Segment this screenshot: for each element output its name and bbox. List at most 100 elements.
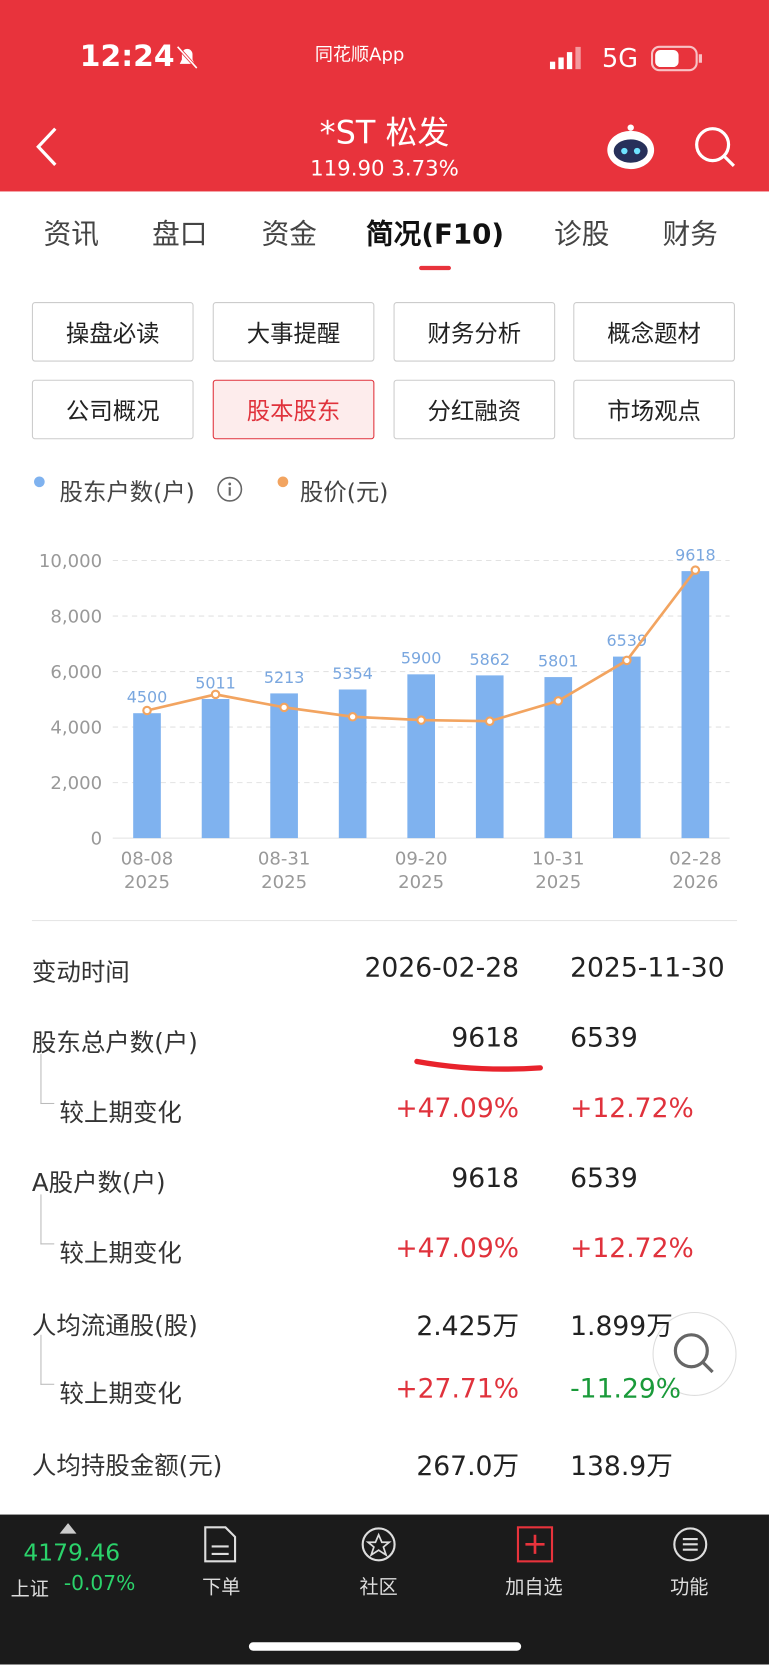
price-point <box>622 655 632 666</box>
cell-box: 6539 <box>532 1163 737 1194</box>
price-point <box>690 565 701 575</box>
y-tick-label: 6,000 <box>50 662 102 683</box>
tree-line <box>40 1054 55 1105</box>
price-point <box>210 689 221 700</box>
tree-line <box>40 1194 55 1245</box>
cell-value: -11.29% <box>570 1373 682 1404</box>
cell-value: 2025-11-30 <box>570 951 725 983</box>
order-icon[interactable] <box>202 1525 238 1563</box>
battery-icon <box>650 45 702 72</box>
time: 12:24 <box>79 38 175 74</box>
row-label: 较上期变化 <box>59 1240 182 1268</box>
x-tick-label: 09-20 2025 <box>394 848 448 894</box>
network: 5G <box>601 43 639 74</box>
nav-item[interactable]: 下单 <box>202 1576 241 1599</box>
cell-box: 138.9万 <box>532 1445 737 1483</box>
cell-value: 9618 <box>451 1162 520 1194</box>
index-change: -0.07% <box>63 1572 136 1596</box>
data-label: 5213 <box>264 668 305 687</box>
data-label: 5900 <box>401 649 442 668</box>
cell-value: 6539 <box>570 1162 638 1194</box>
row-label: 较上期变化 <box>59 1099 182 1128</box>
y-tick-label: 10,000 <box>39 551 102 572</box>
filter-button[interactable]: 公司概况 <box>31 379 194 440</box>
filter-button[interactable]: 财务分析 <box>393 302 556 362</box>
filter-button[interactable]: 概念题材 <box>573 302 735 362</box>
filter-button[interactable]: 分红融资 <box>393 379 556 440</box>
app-name: 同花顺App <box>314 44 405 66</box>
bar <box>338 689 367 839</box>
float-search[interactable] <box>651 1310 738 1397</box>
tab[interactable]: 诊股 <box>554 219 610 252</box>
menu-icon[interactable] <box>671 1525 709 1563</box>
row-label: 变动时间 <box>31 959 130 988</box>
price-point <box>553 696 564 706</box>
cell-value: +47.09% <box>395 1232 520 1264</box>
cell-box: -11.29% <box>532 1373 737 1404</box>
divider <box>31 920 738 922</box>
x-tick-label: 08-31 2025 <box>257 848 311 894</box>
nav-item[interactable]: 加自选 <box>505 1576 563 1599</box>
stock-quote: 119.90 3.73% <box>0 155 769 181</box>
bar <box>407 674 436 839</box>
home-indicator <box>248 1642 522 1651</box>
x-tick-label: 02-28 2026 <box>669 848 722 894</box>
filter-button[interactable]: 操盘必读 <box>31 302 194 362</box>
add-watch-icon[interactable] <box>516 1525 554 1563</box>
price-point <box>142 705 152 716</box>
cell-box: 2025-11-30 <box>532 952 737 983</box>
cell-box: 9618 <box>277 1022 520 1053</box>
info-icon[interactable] <box>216 475 244 503</box>
bar <box>133 713 161 839</box>
row-label: A股户数(户) <box>31 1169 166 1198</box>
tree-line <box>40 1334 55 1385</box>
price-point <box>416 715 426 725</box>
tab[interactable]: 简况(F10) <box>366 219 504 252</box>
cell-box: +27.71% <box>277 1373 519 1404</box>
bar <box>612 656 641 839</box>
cell-value: 9618 <box>451 1022 520 1053</box>
legend-dot <box>277 476 289 488</box>
tab-indicator <box>419 265 451 271</box>
cell-value: 1.899万 <box>570 1310 673 1342</box>
data-label: 5801 <box>538 651 579 670</box>
price-point <box>279 702 289 713</box>
row-label: 较上期变化 <box>59 1380 182 1409</box>
community-icon[interactable] <box>358 1525 398 1563</box>
robot-icon[interactable] <box>604 122 657 171</box>
y-tick-label: 0 <box>91 828 103 849</box>
tab[interactable]: 资金 <box>261 219 317 252</box>
row-label: 股东总户数(户) <box>31 1029 198 1058</box>
data-label: 5862 <box>469 650 510 669</box>
tab[interactable]: 资讯 <box>43 219 99 252</box>
tab[interactable]: 盘口 <box>152 219 208 252</box>
back-button[interactable] <box>32 126 64 169</box>
nav-item[interactable]: 社区 <box>359 1576 398 1599</box>
filter-button[interactable]: 市场观点 <box>573 379 735 440</box>
stock-title: *ST 松发 <box>319 114 450 153</box>
data-label: 5354 <box>332 664 373 683</box>
filter-button[interactable]: 大事提醒 <box>212 302 375 362</box>
search-icon[interactable] <box>693 126 738 171</box>
cell-value: 2026-02-28 <box>364 951 520 983</box>
nav-item[interactable]: 功能 <box>670 1576 709 1599</box>
x-tick-label: 10-31 2025 <box>531 848 585 894</box>
y-tick-label: 2,000 <box>50 773 102 794</box>
cell-value: +12.72% <box>570 1092 694 1124</box>
tab[interactable]: 财务 <box>662 219 718 252</box>
data-label: 5011 <box>195 673 236 692</box>
bar <box>475 675 504 839</box>
cell-box: 9618 <box>277 1162 520 1194</box>
cell-value: +12.72% <box>570 1232 694 1264</box>
filter-button[interactable]: 股本股东 <box>212 379 375 440</box>
price-point <box>347 711 358 722</box>
cell-box: 267.0万 <box>277 1445 519 1483</box>
bell-off-icon <box>176 45 198 70</box>
price: 119.90 <box>310 155 385 181</box>
legend-dot <box>34 476 45 488</box>
cell-box: 2.425万 <box>277 1305 519 1343</box>
index-value: 4179.46 <box>23 1540 121 1567</box>
bottom-bar <box>0 1514 769 1665</box>
